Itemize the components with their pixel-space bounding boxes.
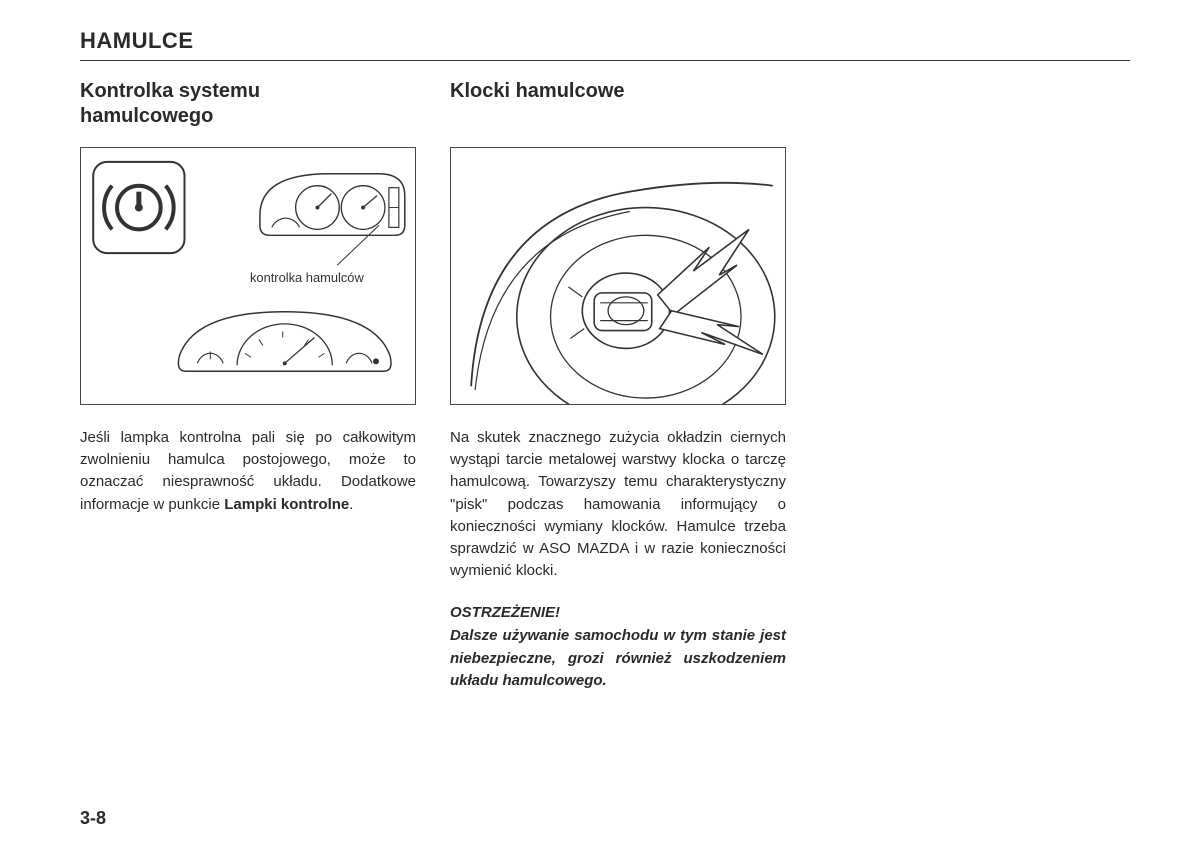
right-column: Klocki hamulcowe [450,79,786,693]
top-gauge-cluster [260,174,405,265]
figure-caption-text: kontrolka hamulców [250,270,364,285]
right-figure [450,147,786,405]
page-number: 3-8 [80,808,106,829]
left-para-end: . [349,496,353,513]
bottom-gauge-cluster [178,312,391,372]
right-heading: Klocki hamulcowe [450,79,786,131]
page-title: HAMULCE [80,28,1130,54]
left-paragraph: Jeśli lampka kontrolna pali się po całko… [80,427,416,516]
dashboard-diagram: kontrolka hamulców [81,148,415,404]
left-figure: kontrolka hamulców [80,147,416,405]
brake-pad-diagram [451,148,785,404]
brake-warning-icon [104,186,174,230]
title-rule [80,60,1130,61]
warning-text: Dalsze używanie samochodu w tym stanie j… [450,625,786,693]
columns: Kontrolka systemu hamulcowego [80,79,1130,693]
left-heading-line1: Kontrolka systemu [80,80,260,102]
page: HAMULCE Kontrolka systemu hamulcowego [0,0,1200,723]
right-paragraph: Na skutek znacznego zużycia okładzin cie… [450,427,786,582]
warning-heading: OSTRZEŻENIE! [450,604,786,621]
left-heading-line2: hamulcowego [80,105,213,127]
left-column: Kontrolka systemu hamulcowego [80,79,416,693]
left-para-bold: Lampki kontrolne [224,496,349,513]
left-heading: Kontrolka systemu hamulcowego [80,79,416,131]
